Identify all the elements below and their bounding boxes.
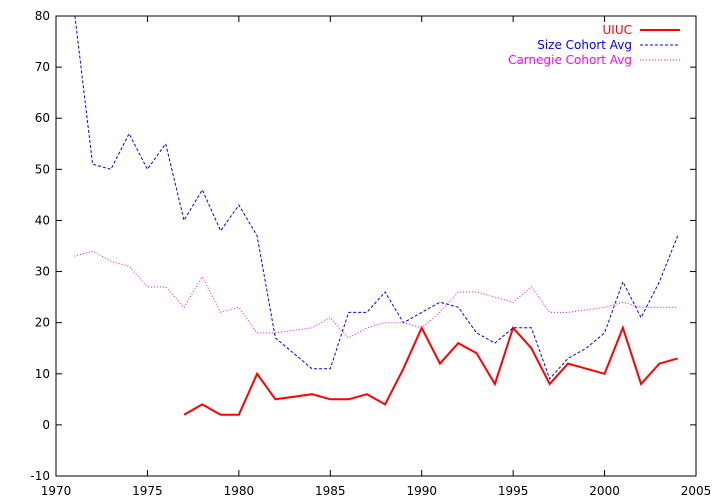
legend-label: UIUC <box>603 23 632 37</box>
series-lines <box>74 16 679 416</box>
series-line-2 <box>74 16 679 380</box>
y-tick-label: 80 <box>35 9 50 23</box>
legend-label: Carnegie Cohort Avg <box>508 53 632 67</box>
y-tick-label: -10 <box>30 469 50 483</box>
x-tick-label: 1995 <box>498 484 529 498</box>
y-tick-label: 20 <box>35 316 50 330</box>
x-tick-label: 1970 <box>41 484 72 498</box>
legend-label: Size Cohort Avg <box>537 38 632 52</box>
x-tick-label: 1980 <box>224 484 255 498</box>
x-tick-label: 1985 <box>315 484 346 498</box>
series-line-1 <box>183 324 678 416</box>
axis-ticks <box>55 15 697 477</box>
x-tick-label: 1975 <box>132 484 163 498</box>
x-tick-label: 2000 <box>589 484 620 498</box>
y-tick-label: 50 <box>35 162 50 176</box>
x-tick-label: 2005 <box>681 484 712 498</box>
y-tick-label: 60 <box>35 111 50 125</box>
x-tick-label: 1990 <box>406 484 437 498</box>
y-tick-label: 0 <box>42 418 50 432</box>
plot-frame <box>55 15 697 477</box>
y-tick-label: 10 <box>35 367 50 381</box>
axis-tick-labels: -10 0 10 20 30 40 50 60 70 80 1970 1975 1980 1985 1990… <box>30 9 711 498</box>
y-tick-label: 70 <box>35 60 50 74</box>
y-tick-label: 40 <box>35 213 50 227</box>
series-line-3 <box>74 250 678 339</box>
y-tick-label: 30 <box>35 265 50 279</box>
